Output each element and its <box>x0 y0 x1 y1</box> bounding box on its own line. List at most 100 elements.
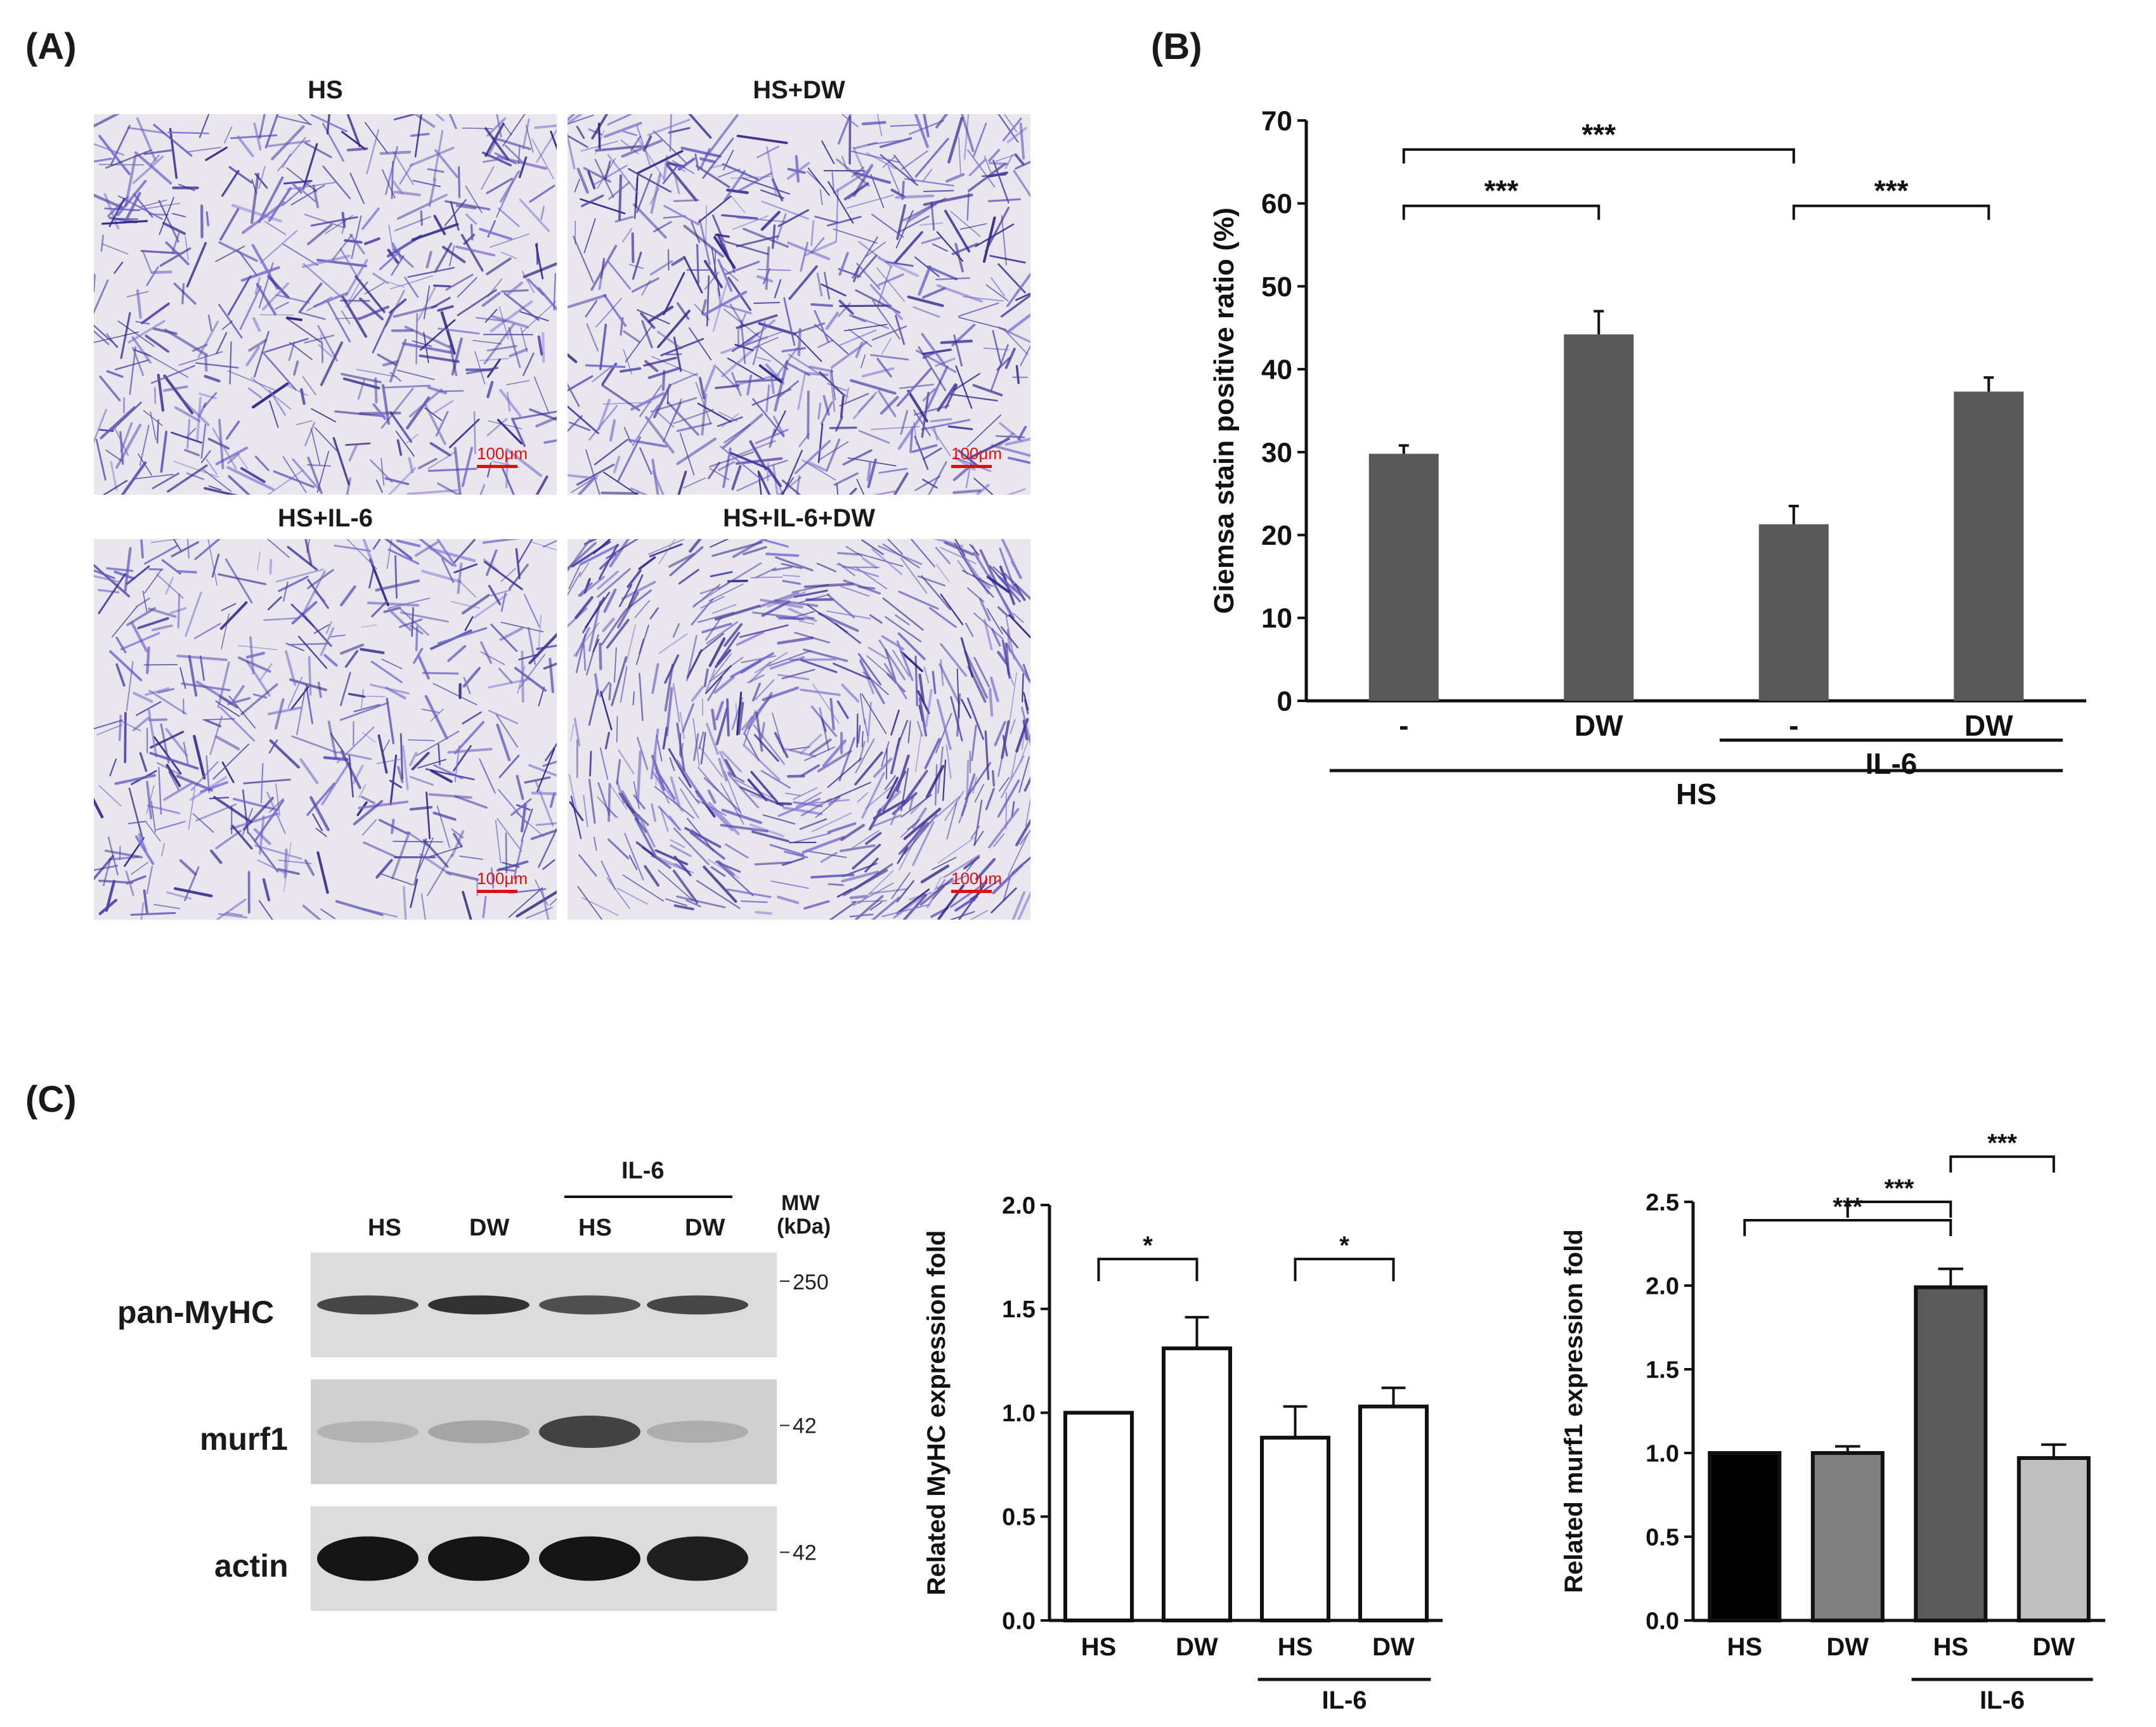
myotube-stroke <box>269 798 284 813</box>
myotube-stroke <box>250 173 260 224</box>
myotube-stroke <box>990 628 1001 647</box>
myotube-stroke <box>765 460 788 468</box>
myotube-stroke <box>399 733 404 780</box>
myotube-stroke <box>867 646 888 660</box>
myotube-stroke <box>260 763 264 804</box>
myotube-stroke <box>921 419 971 431</box>
myotube-stroke <box>861 772 885 819</box>
myotube-stroke <box>926 365 949 410</box>
myotube-stroke <box>262 878 271 902</box>
myotube-stroke <box>639 639 644 655</box>
myotube-stroke <box>437 482 461 495</box>
myotube-stroke <box>1004 153 1013 169</box>
myotube-stroke <box>495 714 519 748</box>
myotube-stroke <box>710 571 733 578</box>
y-tick-label: 2.0 <box>1002 1192 1036 1219</box>
myotube-stroke <box>897 846 909 864</box>
bar <box>1162 1346 1232 1622</box>
myotube-stroke <box>736 134 788 145</box>
myotube-stroke <box>683 256 703 294</box>
myotube-stroke <box>893 472 909 495</box>
myotube-stroke <box>277 136 306 172</box>
x-tick-label: HS <box>1081 1633 1117 1661</box>
myotube-stroke <box>651 803 656 823</box>
blot-band <box>647 1420 748 1444</box>
myotube-stroke <box>885 616 922 642</box>
myotube-stroke <box>740 900 768 903</box>
myotube-stroke <box>630 487 649 495</box>
myotube-stroke <box>412 340 432 347</box>
myotube-stroke <box>803 240 838 257</box>
myotube-stroke <box>335 316 367 320</box>
myotube-stroke <box>136 289 142 319</box>
myotube-stroke <box>760 598 803 609</box>
myotube-stroke <box>517 539 533 564</box>
myotube-stroke <box>1007 457 1030 464</box>
myotube-stroke <box>1005 792 1007 830</box>
myotube-stroke <box>993 833 1005 847</box>
myotube-stroke <box>820 401 833 426</box>
myotube-stroke <box>859 658 874 694</box>
myotube-stroke <box>584 592 611 629</box>
myotube-stroke <box>218 241 258 262</box>
myotube-stroke <box>173 460 219 478</box>
myotube-stroke <box>840 824 865 842</box>
myotube-stroke <box>445 273 474 291</box>
myotube-stroke <box>318 344 333 358</box>
myotube-stroke <box>1008 834 1029 877</box>
y-tick-label: 0.0 <box>1646 1608 1679 1634</box>
myotube-stroke <box>890 188 906 199</box>
myotube-stroke <box>219 707 256 742</box>
myotube-stroke <box>703 865 737 903</box>
myotube-stroke <box>1023 692 1029 711</box>
myotube-stroke <box>516 804 531 811</box>
myotube-stroke <box>789 746 810 750</box>
myotube-stroke <box>881 904 930 917</box>
myotube-stroke <box>543 439 557 444</box>
myotube-stroke <box>762 686 799 701</box>
myotube-stroke <box>802 459 836 481</box>
myotube-stroke <box>700 732 706 764</box>
myotube-stroke <box>851 236 878 279</box>
myotube-stroke <box>825 311 840 330</box>
myotube-stroke <box>310 216 358 227</box>
myotube-stroke <box>148 213 169 216</box>
myotube-stroke <box>465 367 499 375</box>
myotube-stroke <box>990 444 1030 457</box>
myotube-stroke <box>208 485 222 491</box>
myotube-stroke <box>304 213 344 228</box>
myotube-stroke <box>538 827 557 868</box>
myotube-stroke <box>382 360 399 367</box>
myotube-stroke <box>672 623 680 638</box>
myotube-stroke <box>131 861 149 875</box>
myotube-stroke <box>669 546 704 577</box>
myotube-stroke <box>215 245 245 263</box>
myotube-stroke <box>907 720 911 744</box>
myotube-stroke <box>814 310 829 343</box>
myotube-stroke <box>676 437 717 466</box>
myotube-stroke <box>545 742 557 762</box>
myotube-stroke <box>427 451 457 469</box>
myotube-stroke <box>718 411 737 422</box>
myotube-stroke <box>961 773 976 816</box>
myotube-stroke <box>644 415 675 453</box>
myotube-stroke <box>1023 699 1029 715</box>
x-tick-label: DW <box>2032 1633 2075 1661</box>
myotube-stroke <box>841 114 859 127</box>
myotube-stroke <box>736 631 765 646</box>
myotube-stroke <box>811 812 852 833</box>
myotube-stroke <box>847 457 897 467</box>
myotube-stroke <box>217 661 230 708</box>
myotube-stroke <box>979 549 997 584</box>
myotube-stroke <box>505 457 509 489</box>
myotube-stroke <box>799 818 828 830</box>
myotube-stroke <box>253 330 270 378</box>
myotube-stroke <box>204 486 238 495</box>
myotube-stroke <box>259 663 273 681</box>
myotube-stroke <box>599 747 609 780</box>
myotube-stroke <box>653 384 672 419</box>
myotube-stroke <box>429 547 476 563</box>
myotube-stroke <box>695 164 731 188</box>
x-tick-label: HS <box>1727 1633 1762 1661</box>
myotube-stroke <box>361 819 377 836</box>
